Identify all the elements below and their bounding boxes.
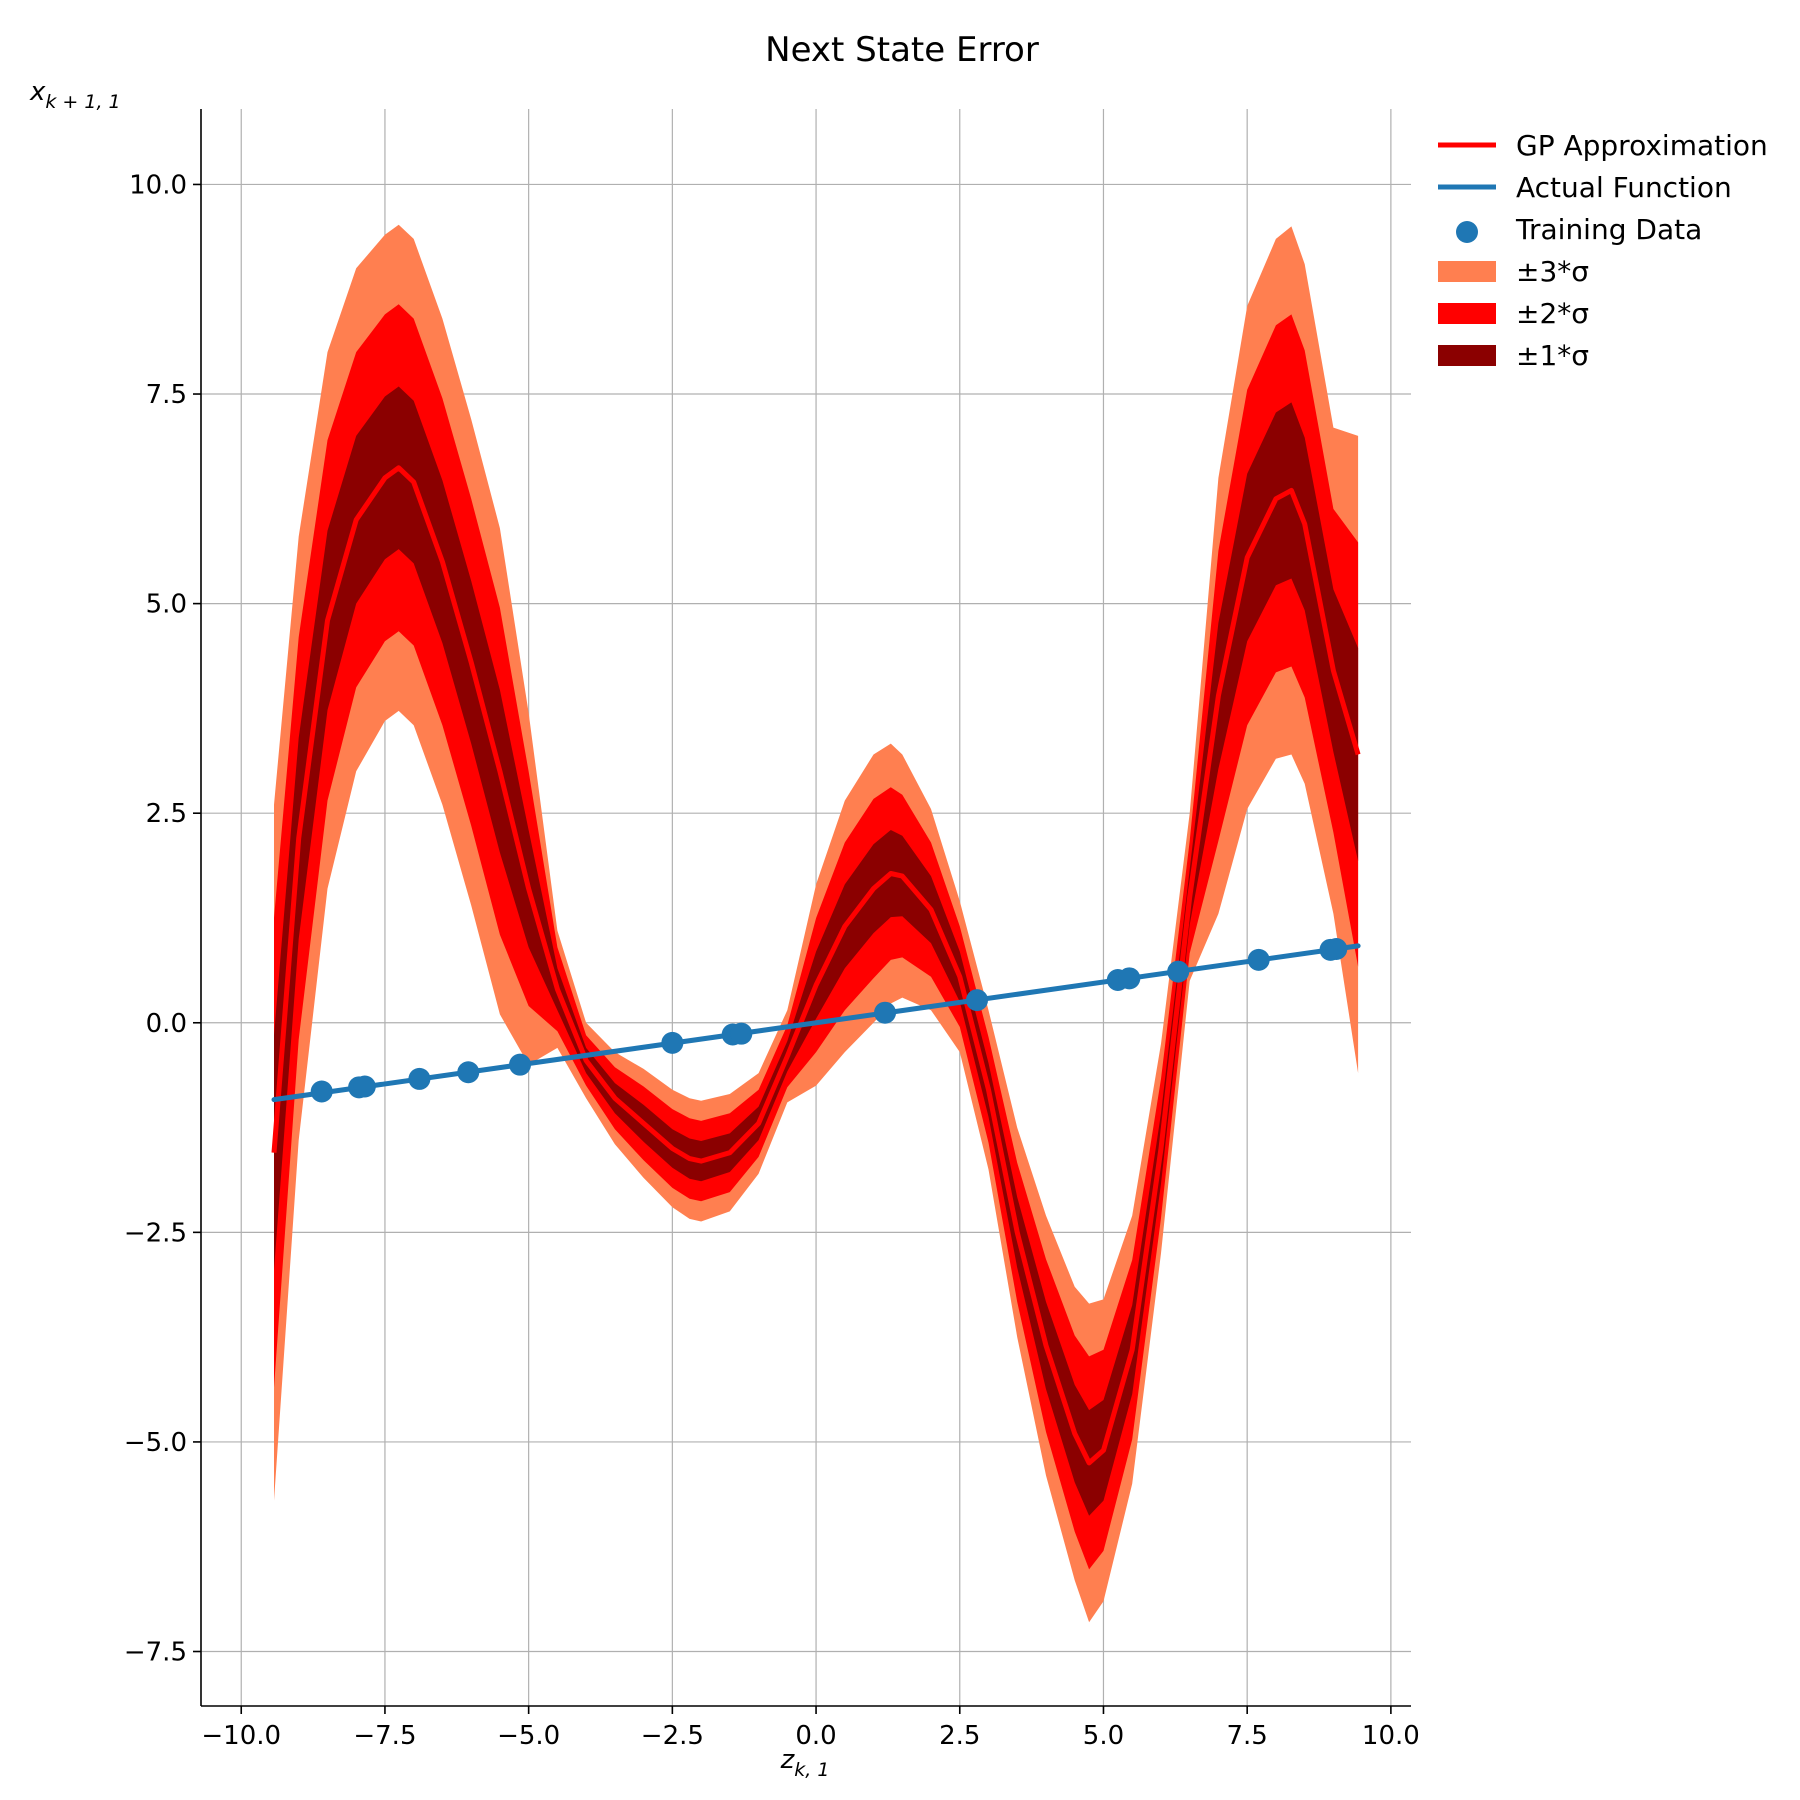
y-axis-label: xk + 1, 1: [29, 77, 121, 113]
y-tick-label: −5.0: [124, 1428, 187, 1458]
legend-label: Training Data: [1515, 213, 1702, 246]
training-data-point: [1118, 967, 1141, 990]
training-data-point: [457, 1061, 480, 1084]
x-tick-label: 0.0: [795, 1721, 836, 1751]
legend-label: ±2*σ: [1516, 297, 1589, 330]
gp-approximation-series: [271, 465, 1361, 1466]
training-data-point: [353, 1075, 376, 1098]
legend-label: ±1*σ: [1516, 339, 1589, 372]
x-ticks: −10.0 −7.5 −5.0 −2.5 0.0 2.5 5.0 7.5 10.0: [201, 1706, 1420, 1751]
training-data-point: [1325, 937, 1348, 960]
gp-approximation-line: [271, 465, 1361, 1466]
confidence-bands: [274, 224, 1359, 1623]
legend-marker-swatch: [1456, 221, 1478, 243]
y-tick-label: −2.5: [124, 1218, 187, 1248]
training-data-point: [310, 1080, 333, 1103]
band-2-sigma: [274, 304, 1359, 1570]
legend-label: Actual Function: [1516, 171, 1732, 204]
legend-patch-swatch: [1438, 345, 1496, 366]
x-axis-label: zk, 1: [780, 1745, 830, 1781]
x-tick-label: −5.0: [497, 1721, 560, 1751]
x-tick-label: −7.5: [353, 1721, 416, 1751]
training-data-point: [874, 1001, 897, 1024]
training-data-point: [1247, 948, 1270, 971]
training-data-point: [661, 1031, 684, 1054]
training-data-point: [1167, 960, 1190, 983]
legend-label: GP Approximation: [1516, 129, 1768, 162]
x-tick-label: 7.5: [1226, 1721, 1267, 1751]
legend: GP Approximation Actual Function Training …: [1438, 129, 1768, 372]
y-tick-label: 2.5: [146, 799, 187, 829]
x-tick-label: −2.5: [641, 1721, 704, 1751]
x-tick-label: 5.0: [1083, 1721, 1124, 1751]
training-data-point: [408, 1067, 431, 1090]
chart-title: Next State Error: [765, 30, 1039, 70]
x-tick-label: −10.0: [201, 1721, 281, 1751]
training-data-point: [509, 1053, 532, 1076]
y-tick-label: 10.0: [129, 170, 187, 200]
y-tick-label: 5.0: [146, 590, 187, 620]
y-tick-label: 7.5: [146, 380, 187, 410]
y-tick-label: −7.5: [124, 1638, 187, 1668]
legend-label: ±3*σ: [1516, 255, 1589, 288]
training-data-point: [730, 1022, 753, 1045]
y-tick-label: 0.0: [146, 1009, 187, 1039]
x-tick-label: 2.5: [939, 1721, 980, 1751]
x-tick-label: 10.0: [1362, 1721, 1420, 1751]
band-1-sigma: [274, 386, 1359, 1516]
legend-patch-swatch: [1438, 261, 1496, 282]
legend-patch-swatch: [1438, 303, 1496, 324]
training-data-point: [966, 989, 989, 1012]
training-data-points: [310, 937, 1348, 1103]
y-ticks: −7.5 −5.0 −2.5 0.0 2.5 5.0 7.5 10.0: [124, 170, 201, 1668]
